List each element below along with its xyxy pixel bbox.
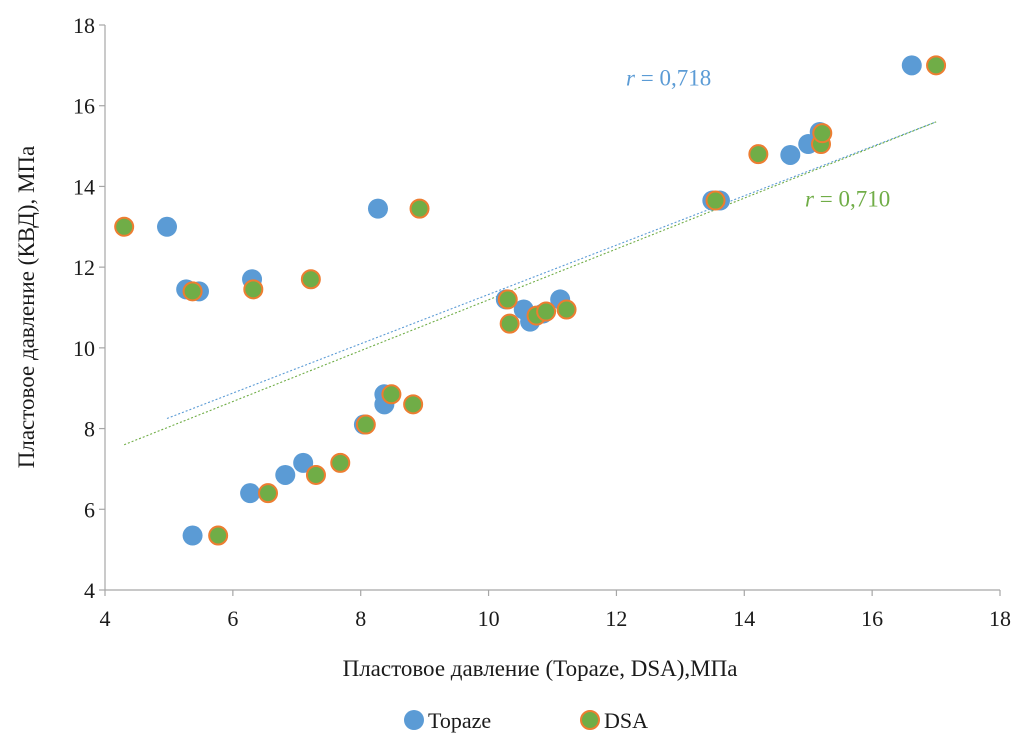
point-dsa bbox=[330, 452, 351, 473]
x-axis-title: Пластовое давление (Topaze, DSA),МПа bbox=[343, 656, 738, 681]
y-tick-label: 6 bbox=[84, 497, 95, 522]
point-topaze bbox=[293, 452, 314, 473]
tick-labels: 4 6 8 10 12 14 16 18 4 6 8 10 12 14 16 18 bbox=[73, 13, 1011, 631]
x-tick-label: 8 bbox=[355, 606, 366, 631]
y-tick-label: 12 bbox=[73, 255, 95, 280]
point-topaze bbox=[367, 198, 388, 219]
x-tick-label: 12 bbox=[605, 606, 627, 631]
trend-line-topaze bbox=[166, 121, 937, 419]
point-topaze bbox=[182, 525, 203, 546]
y-tick-label: 4 bbox=[84, 578, 95, 603]
x-tick-label: 18 bbox=[989, 606, 1011, 631]
y-tick-label: 16 bbox=[73, 94, 95, 119]
x-tick-label: 10 bbox=[478, 606, 500, 631]
point-dsa bbox=[208, 525, 229, 546]
data-points bbox=[114, 55, 947, 546]
point-dsa bbox=[812, 123, 833, 144]
trend-line-dsa bbox=[123, 121, 937, 446]
trend-lines bbox=[123, 121, 937, 446]
annotations: r = 0,718 r = 0,710 bbox=[626, 66, 890, 212]
point-dsa bbox=[305, 464, 326, 485]
point-dsa bbox=[243, 279, 264, 300]
point-dsa bbox=[556, 299, 577, 320]
axes bbox=[99, 24, 1001, 596]
y-tick-label: 14 bbox=[73, 174, 95, 199]
point-dsa bbox=[258, 483, 279, 504]
legend-label-topaze: Topaze bbox=[428, 708, 491, 733]
y-tick-label: 10 bbox=[73, 336, 95, 361]
point-dsa bbox=[499, 313, 520, 334]
legend-marker-topaze bbox=[404, 710, 424, 730]
legend-label-dsa: DSA bbox=[604, 708, 648, 733]
x-tick-label: 6 bbox=[227, 606, 238, 631]
legend: Topaze DSA bbox=[404, 708, 648, 733]
point-dsa bbox=[705, 190, 726, 211]
x-tick-label: 4 bbox=[100, 606, 111, 631]
point-dsa bbox=[300, 269, 321, 290]
correlation-annotation: r = 0,718 bbox=[626, 66, 711, 91]
point-topaze bbox=[240, 483, 261, 504]
y-tick-label: 18 bbox=[73, 13, 95, 38]
point-dsa bbox=[926, 55, 947, 76]
point-dsa bbox=[381, 384, 402, 405]
point-topaze bbox=[275, 464, 296, 485]
point-dsa bbox=[114, 216, 135, 237]
y-tick-label: 8 bbox=[84, 417, 95, 442]
point-topaze bbox=[780, 144, 801, 165]
x-tick-label: 14 bbox=[733, 606, 755, 631]
point-dsa bbox=[355, 414, 376, 435]
y-axis-title: Пластовое давление (КВД), МПа bbox=[14, 146, 39, 469]
point-topaze bbox=[901, 55, 922, 76]
point-dsa bbox=[748, 144, 769, 165]
legend-marker-dsa bbox=[580, 710, 600, 730]
point-dsa bbox=[403, 394, 424, 415]
x-tick-label: 16 bbox=[861, 606, 883, 631]
point-dsa bbox=[409, 198, 430, 219]
point-dsa bbox=[497, 289, 518, 310]
correlation-annotation: r = 0,710 bbox=[805, 187, 890, 212]
point-dsa bbox=[536, 301, 557, 322]
point-dsa bbox=[182, 281, 203, 302]
point-topaze bbox=[157, 216, 178, 237]
